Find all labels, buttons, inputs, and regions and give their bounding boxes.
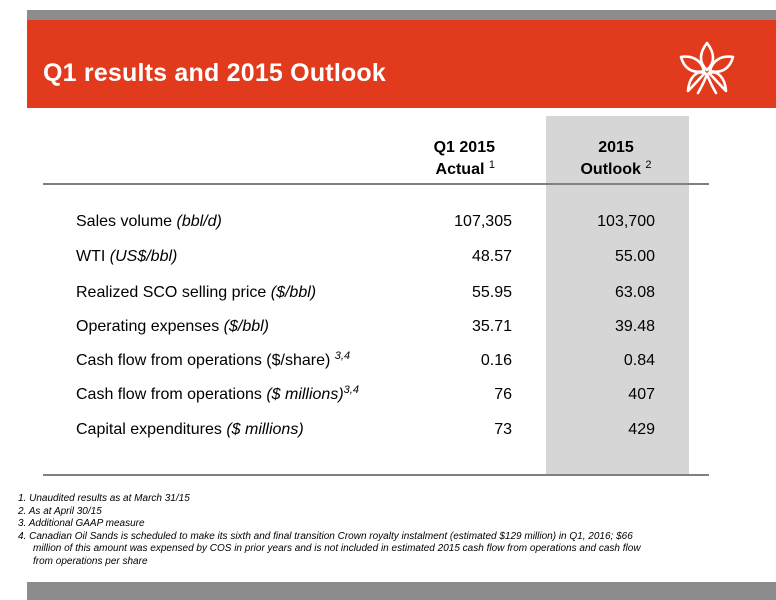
row-value-actual: 73 [494, 421, 512, 438]
row-value-outlook: 429 [628, 421, 655, 438]
column-header-outlook: 2015 Outlook 2 [551, 137, 681, 181]
row-label-operating-expenses: Operating expenses ($/bbl) [76, 318, 270, 335]
table-top-rule [43, 183, 709, 185]
footnote-1: 1. Unaudited results as at March 31/15 [18, 493, 190, 504]
bottom-bar [27, 582, 776, 600]
row-value-actual: 76 [494, 386, 512, 403]
row-label-sales-volume: Sales volume (bbl/d) [76, 213, 222, 230]
footnote-4: 4. Canadian Oil Sands is scheduled to ma… [18, 530, 633, 542]
table-bottom-rule [43, 474, 709, 476]
row-label-cash-flow-per-share: Cash flow from operations ($/share) 3,4 [76, 350, 351, 370]
column-header-actual-line1: Q1 2015 [433, 139, 495, 156]
footnotes: 1. Unaudited results as at March 31/15 2… [18, 493, 768, 568]
row-value-outlook: 55.00 [614, 248, 655, 265]
footnote-3: 3. Additional GAAP measure [18, 518, 145, 529]
top-bar [27, 10, 776, 20]
column-header-actual-footnote: 1 [488, 159, 495, 171]
footnote-2: 2. As at April 30/15 [18, 505, 102, 517]
column-header-actual: Q1 2015 Actual 1 [365, 137, 495, 181]
column-header-actual-line2: Actual [435, 161, 485, 178]
row-label-cash-flow-millions: Cash flow from operations ($ millions)3,… [76, 384, 359, 404]
footnote-4-continued: million of this amount was expensed by C… [33, 543, 641, 554]
row-value-outlook: 39.48 [614, 318, 655, 335]
footnote-4-continued-2: from operations per share [33, 555, 148, 567]
slide-title: Q1 results and 2015 Outlook [43, 59, 387, 87]
column-header-outlook-footnote: 2 [645, 159, 652, 171]
column-header-outlook-line2: Outlook [580, 161, 641, 178]
title-band [27, 20, 776, 108]
row-value-actual: 107,305 [454, 213, 512, 230]
column-header-outlook-line1: 2015 [598, 139, 634, 156]
row-value-actual: 35.71 [471, 318, 512, 335]
row-label-capital-expenditures: Capital expenditures ($ millions) [76, 421, 304, 438]
row-value-actual: 55.95 [471, 284, 512, 301]
row-value-outlook: 0.84 [623, 352, 655, 369]
row-value-outlook: 407 [628, 386, 655, 403]
row-label-wti: WTI (US$/bbl) [76, 248, 178, 265]
row-value-actual: 0.16 [480, 352, 512, 369]
flower-logo-icon [679, 41, 735, 95]
row-value-actual: 48.57 [471, 248, 512, 265]
outlook-column-shade [546, 116, 689, 474]
row-value-outlook: 103,700 [597, 213, 655, 230]
row-value-outlook: 63.08 [614, 284, 655, 301]
row-label-realized-sco-price: Realized SCO selling price ($/bbl) [76, 284, 317, 301]
